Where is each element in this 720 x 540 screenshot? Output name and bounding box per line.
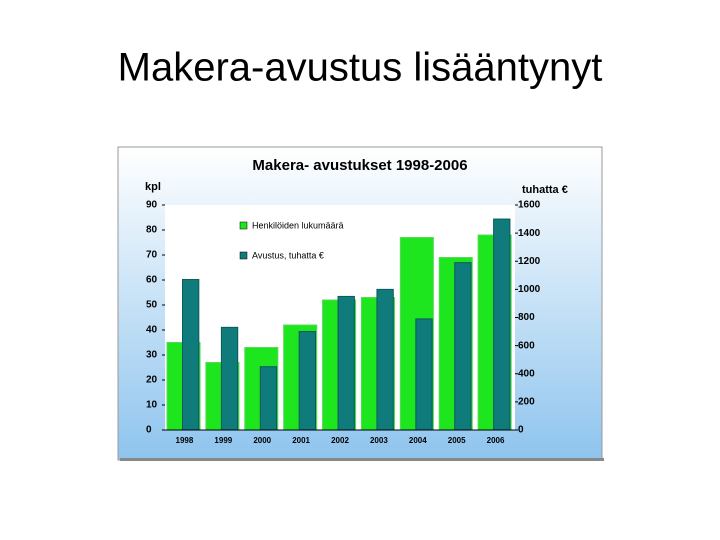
bar [182, 279, 200, 431]
bar [454, 262, 472, 431]
bar [220, 326, 239, 431]
x-tick-label: 1999 [214, 436, 232, 445]
bar [259, 366, 278, 431]
y-tick-label: 90 [146, 200, 158, 211]
bar [376, 288, 394, 431]
y2-tick-label: 600 [518, 340, 535, 351]
y-axis-label: kpl [145, 181, 161, 193]
frame-shadow [120, 458, 604, 461]
y-tick-label: 30 [146, 350, 158, 361]
y2-tick-label: 1200 [518, 256, 541, 267]
legend-label: Henkilöiden lukumäärä [252, 220, 344, 230]
x-tick-label: 2006 [487, 436, 505, 445]
x-tick-label: 2002 [331, 436, 349, 445]
y2-tick-label: 1000 [518, 284, 541, 295]
x-tick-label: 2001 [292, 436, 310, 445]
x-tick-label: 2004 [409, 436, 427, 445]
y-tick-label: 10 [146, 400, 158, 411]
chart-title: Makera- avustukset 1998-2006 [252, 157, 467, 174]
y-tick-label: 80 [146, 225, 158, 236]
y-tick-label: 70 [146, 250, 158, 261]
x-tick-label: 2003 [370, 436, 388, 445]
x-tick-label: 1998 [176, 436, 194, 445]
legend-label: Avustus, tuhatta € [252, 250, 324, 260]
y-tick-label: 50 [146, 300, 158, 311]
y2-tick-label: 800 [518, 312, 535, 323]
bar [337, 295, 355, 431]
slide-title: Makera-avustus lisääntynyt [118, 46, 603, 90]
y-tick-label: 40 [146, 325, 158, 336]
legend-box [233, 213, 355, 271]
bar [298, 331, 316, 431]
y2-axis-label: tuhatta € [522, 184, 568, 196]
bar [415, 318, 433, 431]
y-tick-label: 60 [146, 275, 158, 286]
y2-tick-label: 200 [518, 397, 535, 408]
y-tick-label: 20 [146, 375, 158, 386]
y2-tick-label: 1400 [518, 228, 541, 239]
y2-tick-label: 400 [518, 368, 535, 379]
bar [493, 218, 511, 431]
y2-tick-label: 0 [518, 425, 524, 436]
x-tick-label: 2005 [448, 436, 466, 445]
y-tick-label: 0 [146, 425, 152, 436]
legend-swatch [239, 221, 248, 230]
y2-tick-label: 1600 [518, 200, 541, 211]
x-tick-label: 2000 [253, 436, 271, 445]
legend-swatch [239, 251, 248, 260]
